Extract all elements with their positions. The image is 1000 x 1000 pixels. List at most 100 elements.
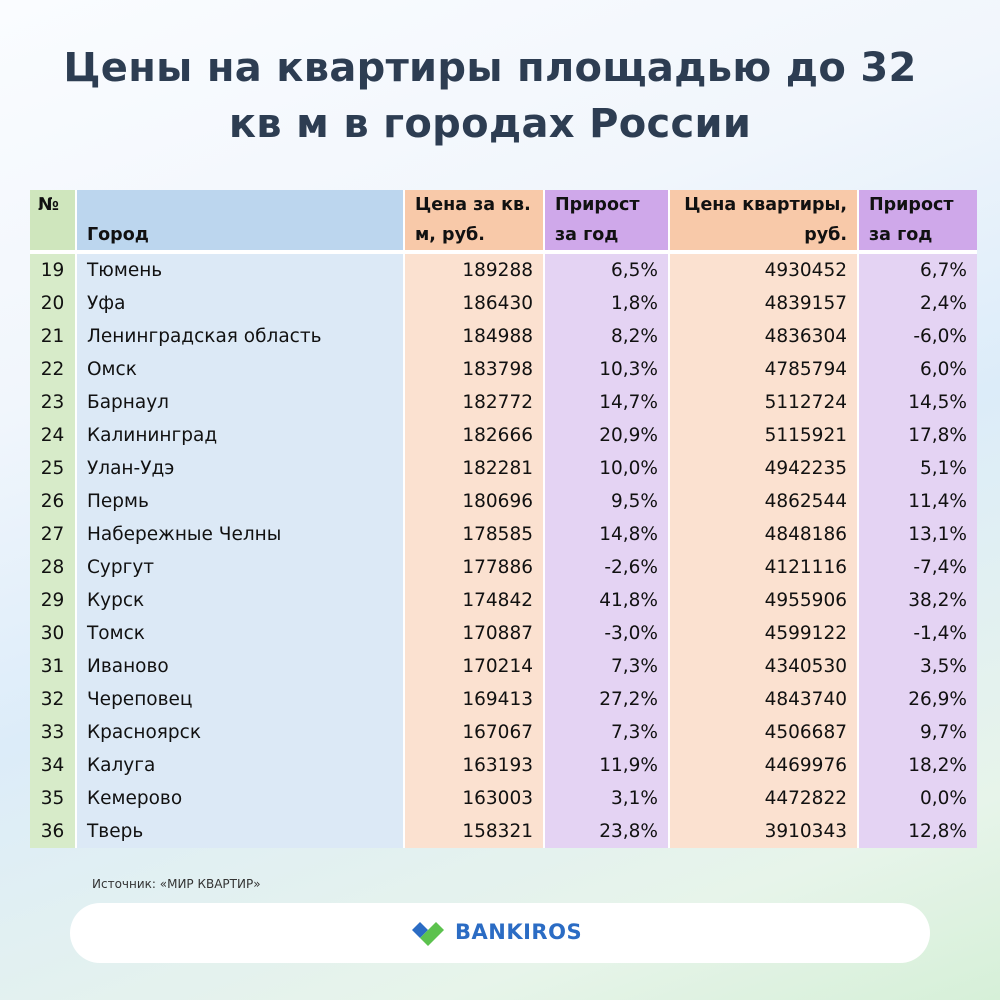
table-cell: 4469976 <box>668 749 857 782</box>
table-cell: Тюмень <box>75 254 403 287</box>
table-cell: 41,8% <box>543 584 668 617</box>
table-cell: 36 <box>30 815 75 848</box>
table-row: 23 Барнаул 182772 14,7% 5112724 14,5% <box>30 386 977 419</box>
table-cell: Кемерово <box>75 782 403 815</box>
table-cell: 9,5% <box>543 485 668 518</box>
table-cell: 7,3% <box>543 716 668 749</box>
table-cell: 4848186 <box>668 518 857 551</box>
table-cell: 31 <box>30 650 75 683</box>
table-cell: 11,4% <box>857 485 977 518</box>
table-cell: 184988 <box>403 320 543 353</box>
table-row: 30 Томск 170887 -3,0% 4599122 -1,4% <box>30 617 977 650</box>
table-cell: -2,6% <box>543 551 668 584</box>
table-row: 29 Курск 174842 41,8% 4955906 38,2% <box>30 584 977 617</box>
table-cell: 34 <box>30 749 75 782</box>
table-cell: 10,3% <box>543 353 668 386</box>
table-cell: 163003 <box>403 782 543 815</box>
table-cell: 26 <box>30 485 75 518</box>
table-row: 20 Уфа 186430 1,8% 4839157 2,4% <box>30 287 977 320</box>
table-cell: 4506687 <box>668 716 857 749</box>
table-row: 31 Иваново 170214 7,3% 4340530 3,5% <box>30 650 977 683</box>
table-cell: 5,1% <box>857 452 977 485</box>
title: Цены на квартиры площадью до 32 кв м в г… <box>63 45 917 147</box>
table-cell: 20 <box>30 287 75 320</box>
table-cell: 169413 <box>403 683 543 716</box>
column-header: Прирост за год <box>857 190 977 254</box>
table-cell: 26,9% <box>857 683 977 716</box>
table-cell: 33 <box>30 716 75 749</box>
table-cell: 9,7% <box>857 716 977 749</box>
table-body: 19 Тюмень 189288 6,5% 4930452 6,7% 20 Уфа 186430… <box>30 254 977 848</box>
table-cell: Барнаул <box>75 386 403 419</box>
table-row: 35 Кемерово 163003 3,1% 4472822 0,0% <box>30 782 977 815</box>
column-header: Цена за кв. м, руб. <box>403 190 543 254</box>
table-cell: 4599122 <box>668 617 857 650</box>
table-cell: -1,4% <box>857 617 977 650</box>
price-table: № Город Цена за кв. м, руб. Прирост за год Ц… <box>30 190 977 848</box>
table-cell: 170214 <box>403 650 543 683</box>
table-row: 36 Тверь 158321 23,8% 3910343 12,8% <box>30 815 977 848</box>
table-row: 21 Ленинградская область 184988 8,2% 4836304… <box>30 320 977 353</box>
table-cell: 4340530 <box>668 650 857 683</box>
table-cell: -7,4% <box>857 551 977 584</box>
table-cell: 182666 <box>403 419 543 452</box>
table-cell: Череповец <box>75 683 403 716</box>
brand-logo <box>412 922 444 946</box>
table-cell: 18,2% <box>857 749 977 782</box>
table-cell: 3,1% <box>543 782 668 815</box>
table-cell: Калининград <box>75 419 403 452</box>
table-row: 32 Череповец 169413 27,2% 4843740 26,9% <box>30 683 977 716</box>
table-cell: 14,7% <box>543 386 668 419</box>
table-cell: 6,5% <box>543 254 668 287</box>
table-cell: Сургут <box>75 551 403 584</box>
table-cell: Красноярск <box>75 716 403 749</box>
table-cell: 183798 <box>403 353 543 386</box>
table-row: 27 Набережные Челны 178585 14,8% 4848186 13,1… <box>30 518 977 551</box>
table-cell: -3,0% <box>543 617 668 650</box>
column-header: Цена квартиры, руб. <box>668 190 857 254</box>
table-cell: 170887 <box>403 617 543 650</box>
table-cell: 158321 <box>403 815 543 848</box>
table-cell: 6,7% <box>857 254 977 287</box>
brand-bar <box>70 903 930 963</box>
table-cell: 27 <box>30 518 75 551</box>
column-header: № <box>30 190 75 254</box>
table-cell: Иваново <box>75 650 403 683</box>
table-cell: 32 <box>30 683 75 716</box>
table-cell: 4839157 <box>668 287 857 320</box>
table-cell: 35 <box>30 782 75 815</box>
header-row: № Город Цена за кв. м, руб. Прирост за год Ц… <box>30 190 977 254</box>
table-cell: 180696 <box>403 485 543 518</box>
table-cell: 21 <box>30 320 75 353</box>
table-cell: 182281 <box>403 452 543 485</box>
table-cell: 7,3% <box>543 650 668 683</box>
table-cell: 14,5% <box>857 386 977 419</box>
table-cell: 4942235 <box>668 452 857 485</box>
table-row: 19 Тюмень 189288 6,5% 4930452 6,7% <box>30 254 977 287</box>
table-row: 24 Калининград 182666 20,9% 5115921 17,8% <box>30 419 977 452</box>
table-cell: Улан-Удэ <box>75 452 403 485</box>
table-cell: 23 <box>30 386 75 419</box>
table-cell: 3910343 <box>668 815 857 848</box>
table-cell: 4843740 <box>668 683 857 716</box>
table-cell: 178585 <box>403 518 543 551</box>
table-cell: 10,0% <box>543 452 668 485</box>
table-cell: 4930452 <box>668 254 857 287</box>
table-row: 26 Пермь 180696 9,5% 4862544 11,4% <box>30 485 977 518</box>
table-cell: 14,8% <box>543 518 668 551</box>
table-cell: 174842 <box>403 584 543 617</box>
table-cell: -6,0% <box>857 320 977 353</box>
table-row: 25 Улан-Удэ 182281 10,0% 4942235 5,1% <box>30 452 977 485</box>
brand-name: BANKIROS <box>455 920 583 944</box>
table-cell: 189288 <box>403 254 543 287</box>
table-cell: 11,9% <box>543 749 668 782</box>
table-cell: 38,2% <box>857 584 977 617</box>
table-cell: 20,9% <box>543 419 668 452</box>
table-cell: 4121116 <box>668 551 857 584</box>
table-cell: Курск <box>75 584 403 617</box>
table-cell: 163193 <box>403 749 543 782</box>
table-cell: 4472822 <box>668 782 857 815</box>
table-cell: Уфа <box>75 287 403 320</box>
table-cell: 2,4% <box>857 287 977 320</box>
